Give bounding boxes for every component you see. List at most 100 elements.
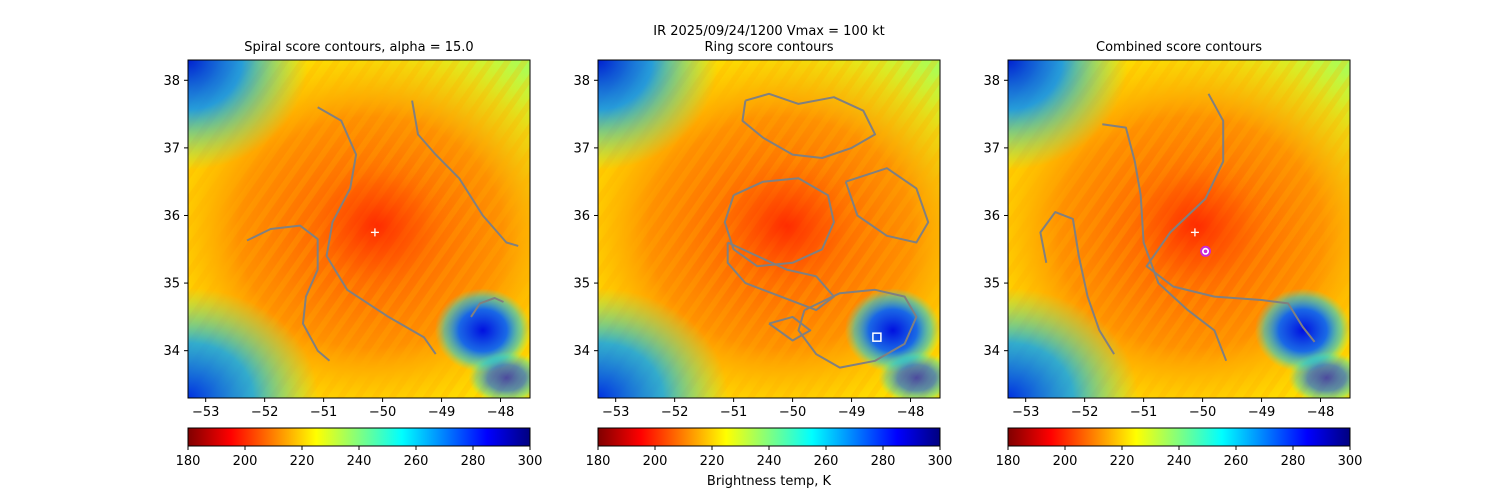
- contour-line: [1145, 93, 1316, 343]
- x-tick-label: −48: [897, 405, 924, 420]
- colorbar-tick-label: 220: [290, 454, 315, 469]
- y-tick-label: 37: [983, 141, 1000, 156]
- y-tick-label: 34: [163, 344, 180, 359]
- ring-center-marker: [872, 332, 882, 342]
- ir-cold-sw: [1008, 288, 1138, 398]
- axes-frame: [187, 59, 531, 399]
- panel-spiral: Spiral score contours, alpha = 15.0 −53 −5…: [163, 40, 543, 469]
- y-tick-label: 34: [983, 344, 1000, 359]
- x-tick-label: −51: [1130, 405, 1157, 420]
- x-tick-label: −53: [192, 405, 219, 420]
- x-tick-label: −48: [487, 405, 514, 420]
- ir-cold-sw: [188, 288, 318, 398]
- axes-frame: [597, 59, 941, 399]
- y-tick-label: 38: [573, 74, 590, 89]
- x-tick-label: −49: [838, 405, 865, 420]
- ir-image: [1008, 60, 1350, 398]
- colorbar-tick-label: 280: [461, 454, 486, 469]
- y-tick-label: 37: [163, 141, 180, 156]
- y-tick-label: 38: [983, 74, 1000, 89]
- ir-cold-nw: [1008, 60, 1128, 170]
- x-tick-label: −51: [720, 405, 747, 420]
- x-tick-label: −48: [1307, 405, 1334, 420]
- colorbar-tick-label: 220: [1110, 454, 1135, 469]
- contour-line: [1039, 211, 1115, 355]
- colorbar-tick-label: 300: [518, 454, 543, 469]
- contour-line: [726, 241, 835, 312]
- colorbar-tick-label: 260: [814, 454, 839, 469]
- panel-title: Ring score contours: [704, 40, 833, 55]
- figure-suptitle: IR 2025/09/24/1200 Vmax = 100 kt: [653, 24, 884, 39]
- colorbar-tick-label: 280: [871, 454, 896, 469]
- colorbar-tick-label: 180: [176, 454, 201, 469]
- x-tick-label: −53: [602, 405, 629, 420]
- colorbar-tick-label: 240: [347, 454, 372, 469]
- ir-cold-nw: [598, 60, 718, 170]
- contour-group: [723, 92, 930, 369]
- colorbar-scale: [1007, 427, 1351, 447]
- axes-frame: [1007, 59, 1351, 399]
- center-plus-marker: [1190, 228, 1199, 237]
- contour-line: [723, 177, 835, 268]
- contour-line: [1102, 123, 1228, 362]
- panel-ring: Ring score contours −53 −52 −51 −50 −49 −48 34 3…: [573, 40, 953, 469]
- contour-group: [1039, 93, 1316, 362]
- colorbar-label: Brightness temp, K: [707, 474, 832, 489]
- y-tick-label: 36: [573, 209, 590, 224]
- x-tick-label: −50: [779, 405, 806, 420]
- y-tick-label: 35: [983, 277, 1000, 292]
- colorbar-tick-label: 200: [1053, 454, 1078, 469]
- colorbar: 180 200 220 240 260 280 300: [586, 427, 953, 469]
- contour-line: [797, 288, 918, 369]
- x-tick-label: −52: [1071, 405, 1098, 420]
- contour-line: [411, 100, 519, 247]
- contour-line: [470, 297, 504, 318]
- contour-line: [317, 106, 437, 355]
- colorbar-tick-label: 180: [996, 454, 1021, 469]
- colorbar-tick-label: 200: [643, 454, 668, 469]
- ir-cold-cell: [844, 288, 940, 373]
- y-tick-label: 38: [163, 74, 180, 89]
- contour-line: [768, 315, 812, 342]
- x-tick-label: −50: [1189, 405, 1216, 420]
- x-tick-label: −52: [661, 405, 688, 420]
- ir-cold-cell-se: [1288, 351, 1350, 398]
- y-tick-label: 35: [573, 277, 590, 292]
- colorbar-tick-label: 180: [586, 454, 611, 469]
- colorbar-tick-label: 280: [1281, 454, 1306, 469]
- ir-cold-cell: [1254, 288, 1350, 373]
- y-tick-label: 35: [163, 277, 180, 292]
- colorbar-scale: [597, 427, 941, 447]
- colorbar-tick-label: 260: [404, 454, 429, 469]
- colorbar-scale: [187, 427, 531, 447]
- panel-combined: Combined score contours −53 −52 −51 −50 −49 −4…: [983, 40, 1363, 469]
- x-tick-label: −50: [369, 405, 396, 420]
- ir-cold-cell-se: [878, 351, 940, 398]
- contour-group: [246, 100, 519, 362]
- contour-line: [844, 167, 930, 244]
- x-tick-label: −49: [1248, 405, 1275, 420]
- ir-cold-sw: [598, 288, 728, 398]
- colorbar: 180 200 220 240 260 280 300: [176, 427, 543, 469]
- panel-title: Spiral score contours, alpha = 15.0: [244, 40, 473, 55]
- colorbar-tick-label: 220: [700, 454, 725, 469]
- colorbar-tick-label: 300: [928, 454, 953, 469]
- y-tick-label: 37: [573, 141, 590, 156]
- x-tick-label: −53: [1012, 405, 1039, 420]
- contour-line: [741, 92, 877, 159]
- colorbar-tick-label: 240: [757, 454, 782, 469]
- y-tick-label: 36: [163, 209, 180, 224]
- ir-image: [598, 60, 940, 398]
- y-tick-label: 36: [983, 209, 1000, 224]
- ir-image: [188, 60, 530, 398]
- x-tick-label: −52: [251, 405, 278, 420]
- contour-line: [246, 224, 331, 362]
- colorbar-tick-label: 300: [1338, 454, 1363, 469]
- ir-cold-cell: [434, 288, 530, 373]
- x-tick-label: −49: [428, 405, 455, 420]
- ir-warm-core: [1121, 155, 1272, 296]
- panel-title: Combined score contours: [1096, 40, 1262, 55]
- colorbar-tick-label: 260: [1224, 454, 1249, 469]
- colorbar: 180 200 220 240 260 280 300: [996, 427, 1363, 469]
